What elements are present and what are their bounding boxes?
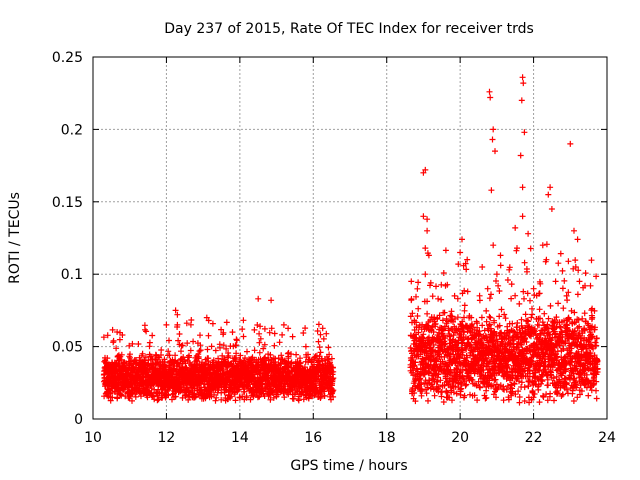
grid (93, 57, 607, 419)
data-point (187, 347, 194, 354)
data-point (175, 337, 182, 344)
data-point (184, 340, 191, 347)
x-tick-label: 12 (158, 430, 176, 446)
data-point (178, 348, 184, 355)
data-point (143, 328, 150, 335)
y-tick-label: 0 (74, 412, 83, 428)
data-point (135, 341, 142, 347)
data-point (129, 397, 135, 404)
data-point (191, 394, 198, 401)
data-point (118, 356, 125, 363)
data-point (172, 393, 179, 400)
data-point (116, 336, 123, 343)
data-point (113, 345, 120, 352)
x-tick-label: 18 (378, 430, 396, 446)
y-tick-label: 0.1 (61, 267, 83, 283)
data-point (107, 397, 114, 404)
data-point (178, 383, 185, 390)
data-point (155, 396, 162, 403)
data-point (186, 352, 192, 359)
y-tick-label: 0.25 (52, 50, 83, 66)
y-tick-label: 0.15 (52, 195, 83, 211)
data-point (126, 342, 133, 349)
data-point (190, 338, 197, 345)
data-point (165, 348, 172, 355)
data-point (144, 361, 151, 368)
data-point (172, 352, 179, 359)
data-point (104, 355, 111, 362)
data-point (184, 385, 191, 392)
y-tick-label: 0.2 (61, 122, 83, 138)
data-point (166, 352, 173, 359)
data-point (100, 334, 107, 341)
data-point (127, 351, 133, 358)
x-tick-label: 24 (598, 430, 616, 446)
data-point (165, 392, 172, 399)
data-point (132, 393, 139, 400)
data-point (107, 390, 114, 397)
x-tick-label: 22 (525, 430, 543, 446)
data-point (118, 351, 125, 358)
y-tick-label: 0.05 (52, 340, 83, 356)
data-point (114, 394, 121, 401)
x-tick-label: 10 (84, 430, 102, 446)
data-points (100, 74, 601, 406)
data-point (185, 396, 192, 403)
data-point (109, 326, 116, 333)
x-tick-label: 20 (451, 430, 469, 446)
data-point (141, 322, 148, 329)
x-tick-label: 16 (304, 430, 322, 446)
x-tick-label: 14 (231, 430, 249, 446)
data-point (188, 317, 195, 323)
data-point (149, 332, 156, 339)
data-point (129, 340, 136, 347)
data-point (163, 388, 170, 395)
data-point (146, 339, 153, 346)
data-point (154, 397, 161, 404)
data-point (158, 347, 165, 353)
data-point (179, 342, 186, 349)
data-point (183, 320, 190, 327)
y-axis-label: ROTI / TECUs (7, 192, 23, 284)
x-axis-label: GPS time / hours (290, 458, 407, 474)
data-point (104, 332, 111, 339)
data-point (176, 331, 183, 337)
data-point (166, 337, 172, 344)
data-point (181, 356, 188, 363)
chart-title: Day 237 of 2015, Rate Of TEC Index for r… (164, 21, 534, 37)
